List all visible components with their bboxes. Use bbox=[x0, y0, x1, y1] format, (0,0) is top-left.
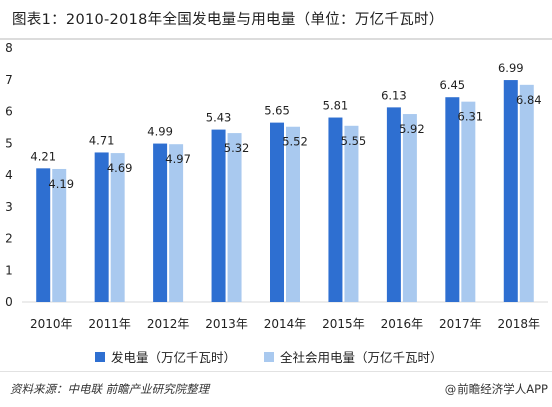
title-divider bbox=[0, 38, 552, 40]
data-label-series-2: 6.31 bbox=[458, 110, 484, 124]
y-tick-label: 6 bbox=[5, 105, 13, 119]
y-tick-label: 8 bbox=[5, 41, 13, 55]
at-icon: @ bbox=[444, 382, 457, 396]
bar-series-1 bbox=[94, 152, 109, 302]
data-label-series-2: 5.92 bbox=[399, 122, 425, 136]
data-label-series-1: 5.81 bbox=[323, 99, 349, 113]
x-tick-label: 2018年 bbox=[498, 317, 541, 331]
y-tick-label: 7 bbox=[5, 73, 13, 87]
bar-series-1 bbox=[153, 143, 168, 302]
x-tick-label: 2011年 bbox=[88, 317, 131, 331]
legend-item-series-2: 全社会用电量（万亿千瓦时） bbox=[264, 347, 443, 366]
bar-series-2 bbox=[519, 84, 534, 302]
chart-legend: 发电量（万亿千瓦时） 全社会用电量（万亿千瓦时） bbox=[95, 347, 471, 366]
footer-divider bbox=[0, 371, 552, 372]
source-note: 资料来源：中电联 前瞻产业研究院整理 bbox=[10, 382, 210, 396]
x-tick-label: 2012年 bbox=[147, 317, 190, 331]
y-tick-label: 3 bbox=[5, 200, 13, 214]
x-tick-label: 2010年 bbox=[30, 317, 73, 331]
bar-series-1 bbox=[328, 117, 343, 302]
data-label-series-1: 6.13 bbox=[381, 88, 407, 102]
y-tick-label: 4 bbox=[5, 168, 13, 182]
data-label-series-2: 4.97 bbox=[165, 152, 191, 166]
bar-series-2 bbox=[286, 126, 300, 303]
data-label-series-1: 6.99 bbox=[498, 61, 524, 75]
bar-chart: 0 1 2 3 4 5 6 7 8 4.21 4.19 2010年 4.71 4.69 2011年 4.99 4… bbox=[5, 41, 548, 331]
bar-series-2 bbox=[402, 114, 417, 302]
data-label-series-1: 5.65 bbox=[264, 104, 290, 118]
y-tick-label: 0 bbox=[5, 295, 13, 309]
bar-series-2 bbox=[227, 133, 242, 302]
data-label-series-2: 6.84 bbox=[516, 93, 542, 107]
brand-name: 前瞻经济学人APP bbox=[457, 382, 548, 396]
y-tick-label: 2 bbox=[5, 232, 13, 246]
bar-series-2 bbox=[461, 101, 476, 302]
bar-series-1 bbox=[386, 107, 401, 302]
bar-series-1 bbox=[270, 122, 284, 302]
data-label-series-2: 4.19 bbox=[48, 177, 74, 191]
bar-series-2 bbox=[169, 144, 184, 302]
data-label-series-1: 4.21 bbox=[30, 149, 56, 163]
bar-series-2 bbox=[52, 168, 67, 302]
x-tick-label: 2016年 bbox=[381, 317, 424, 331]
bar-series-1 bbox=[36, 168, 51, 302]
legend-swatch-series-1 bbox=[95, 351, 105, 362]
bar-series-2 bbox=[344, 125, 359, 302]
data-label-series-1: 5.43 bbox=[206, 111, 232, 125]
legend-item-series-1: 发电量（万亿千瓦时） bbox=[95, 347, 236, 366]
y-tick-label: 1 bbox=[5, 263, 13, 277]
bar-series-1 bbox=[211, 129, 226, 302]
data-label-series-2: 5.32 bbox=[224, 141, 250, 155]
data-label-series-1: 4.99 bbox=[147, 125, 173, 139]
data-label-series-2: 5.52 bbox=[282, 135, 308, 149]
x-tick-label: 2015年 bbox=[322, 317, 365, 331]
legend-label-series-1: 发电量（万亿千瓦时） bbox=[111, 350, 237, 365]
data-label-series-2: 4.69 bbox=[107, 161, 133, 175]
data-label-series-2: 5.55 bbox=[341, 134, 367, 148]
bar-series-1 bbox=[503, 80, 518, 302]
chart-title: 图表1：2010-2018年全国发电量与用电量（单位：万亿千瓦时） bbox=[12, 12, 444, 28]
brand-label: @前瞻经济学人APP bbox=[445, 381, 548, 397]
legend-label-series-2: 全社会用电量（万亿千瓦时） bbox=[280, 350, 443, 365]
data-label-series-1: 4.71 bbox=[89, 133, 115, 147]
data-label-series-1: 6.45 bbox=[440, 78, 466, 92]
bar-series-2 bbox=[110, 153, 125, 302]
x-tick-label: 2014年 bbox=[264, 317, 307, 331]
legend-swatch-series-2 bbox=[264, 351, 275, 362]
x-tick-label: 2013年 bbox=[205, 317, 248, 331]
bar-series-1 bbox=[445, 97, 460, 303]
y-tick-label: 5 bbox=[5, 136, 13, 150]
x-tick-label: 2017年 bbox=[439, 317, 482, 331]
